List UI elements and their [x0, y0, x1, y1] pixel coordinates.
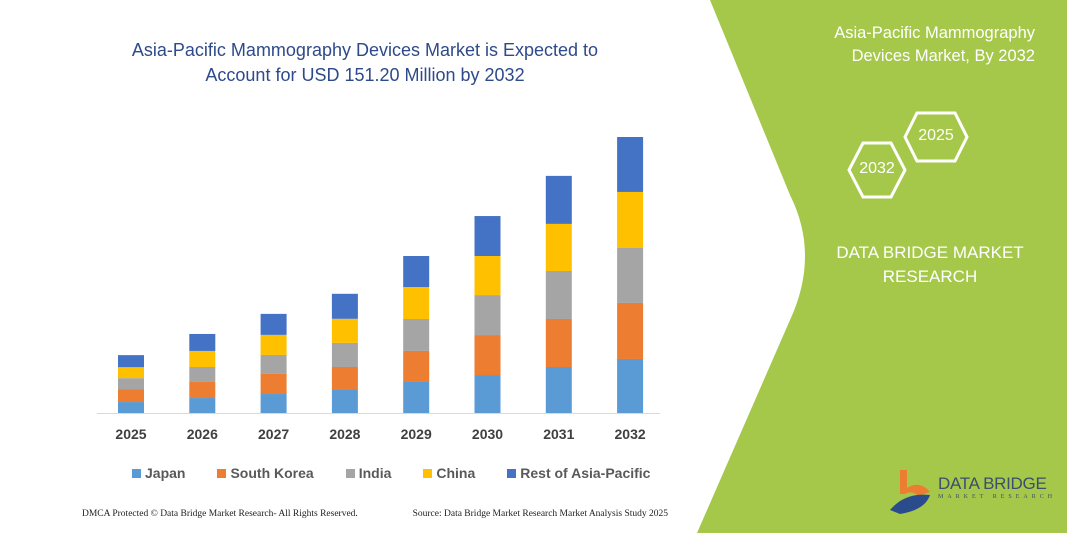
legend-label: Rest of Asia-Pacific — [520, 465, 651, 481]
bar-segment-india-2025 — [118, 378, 144, 390]
bar-segment-china-2028 — [331, 318, 358, 343]
bar-segment-rest-of-asia-pacific-2032 — [617, 137, 644, 192]
bar-segment-japan-2025 — [118, 402, 144, 413]
x-tick-label: 2031 — [543, 426, 575, 442]
bar-segment-india-2028 — [331, 342, 358, 367]
bar-segment-south-korea-2026 — [189, 381, 216, 399]
bar-segment-china-2030 — [474, 256, 501, 296]
logo-name: DATA BRIDGE — [938, 474, 1047, 493]
bar-segment-japan-2032 — [617, 358, 644, 413]
legend-item-south-korea: South Korea — [217, 465, 314, 481]
bar-segment-china-2029 — [403, 287, 430, 319]
legend: Japan South Korea India China Rest of As… — [132, 465, 650, 481]
green-panel — [697, 0, 1067, 533]
bar-segment-india-2032 — [617, 247, 644, 303]
panel-brand-line1: DATA BRIDGE MARKET — [836, 243, 1024, 262]
hex-label-2032: 2032 — [859, 160, 895, 177]
x-tick-label: 2032 — [614, 426, 646, 442]
x-tick-label: 2025 — [115, 426, 147, 442]
bar-segment-south-korea-2032 — [617, 302, 644, 359]
bar-segment-rest-of-asia-pacific-2026 — [189, 333, 216, 351]
panel-title-line2: Devices Market, By 2032 — [851, 47, 1035, 65]
legend-label: India — [358, 465, 392, 481]
bar-segment-india-2027 — [260, 354, 287, 374]
bar-segment-japan-2030 — [474, 375, 501, 413]
bar-segment-rest-of-asia-pacific-2029 — [403, 256, 430, 288]
bar-segment-south-korea-2031 — [545, 318, 572, 367]
chart-title: Asia-Pacific Mammography Devices Market … — [90, 38, 640, 88]
legend-item-rest-of-asia-pacific: Rest of Asia-Pacific — [507, 465, 650, 481]
legend-label: China — [436, 465, 476, 481]
bar-segment-south-korea-2028 — [331, 367, 358, 390]
bar-segment-china-2032 — [617, 191, 644, 248]
bar-segment-japan-2031 — [545, 367, 572, 413]
bar-segment-rest-of-asia-pacific-2025 — [118, 355, 144, 368]
bar-segment-japan-2028 — [331, 390, 358, 413]
legend-swatch — [423, 468, 433, 478]
bar-segment-china-2027 — [260, 334, 287, 355]
legend-swatch — [507, 468, 517, 478]
bar-segment-south-korea-2029 — [403, 350, 430, 382]
bar-segment-south-korea-2025 — [118, 389, 144, 403]
bar-segment-china-2025 — [118, 367, 144, 379]
chart-title-line2: Account for USD 151.20 Million by 2032 — [205, 65, 525, 85]
legend-swatch — [132, 468, 141, 478]
bar-segment-india-2026 — [189, 367, 216, 382]
legend-swatch — [345, 468, 355, 478]
bar-segment-india-2031 — [545, 270, 572, 319]
hexagon-2025 — [903, 111, 969, 163]
logo-icon — [890, 470, 930, 514]
bar-segment-japan-2026 — [189, 398, 216, 413]
legend-item-japan: Japan — [132, 465, 185, 481]
footer-source: Source: Data Bridge Market Research Mark… — [412, 509, 668, 519]
bars-group — [118, 137, 644, 413]
chart-title-line1: Asia-Pacific Mammography Devices Market … — [131, 40, 599, 60]
bar-segment-india-2029 — [403, 318, 430, 351]
hex-label-2025: 2025 — [918, 127, 954, 144]
x-tick-label: 2030 — [471, 426, 504, 442]
panel-title-line1: Asia-Pacific Mammography — [834, 24, 1035, 42]
x-tick-label: 2026 — [186, 426, 218, 442]
panel-brand: DATA BRIDGE MARKET RESEARCH — [800, 241, 1060, 289]
bar-segment-japan-2027 — [260, 394, 287, 413]
legend-item-china: China — [423, 465, 475, 481]
legend-label: Japan — [145, 465, 186, 481]
bar-segment-rest-of-asia-pacific-2030 — [474, 216, 501, 257]
bar-segment-rest-of-asia-pacific-2027 — [260, 313, 287, 335]
footer-copyright: DMCA Protected © Data Bridge Market Rese… — [82, 509, 358, 519]
legend-item-india: India — [345, 465, 392, 481]
logo-subtitle: MARKET RESEARCH — [938, 494, 1057, 500]
bar-segment-south-korea-2027 — [260, 373, 287, 395]
x-tick-label: 2028 — [329, 426, 361, 442]
x-tick-label: 2029 — [400, 426, 432, 442]
panel-brand-line2: RESEARCH — [882, 267, 978, 286]
bar-segment-china-2026 — [189, 350, 216, 367]
panel-title: Asia-Pacific Mammography Devices Market,… — [834, 22, 1035, 68]
bar-segment-china-2031 — [545, 223, 572, 271]
bar-segment-south-korea-2030 — [474, 335, 501, 376]
bar-segment-india-2030 — [474, 295, 501, 336]
legend-swatch — [217, 468, 227, 478]
bar-segment-rest-of-asia-pacific-2028 — [331, 293, 358, 319]
x-tick-label: 2027 — [258, 426, 290, 442]
bar-segment-japan-2029 — [403, 381, 430, 413]
legend-label: South Korea — [230, 465, 314, 481]
bar-segment-rest-of-asia-pacific-2031 — [545, 175, 572, 224]
hexagon-2032 — [847, 141, 907, 199]
